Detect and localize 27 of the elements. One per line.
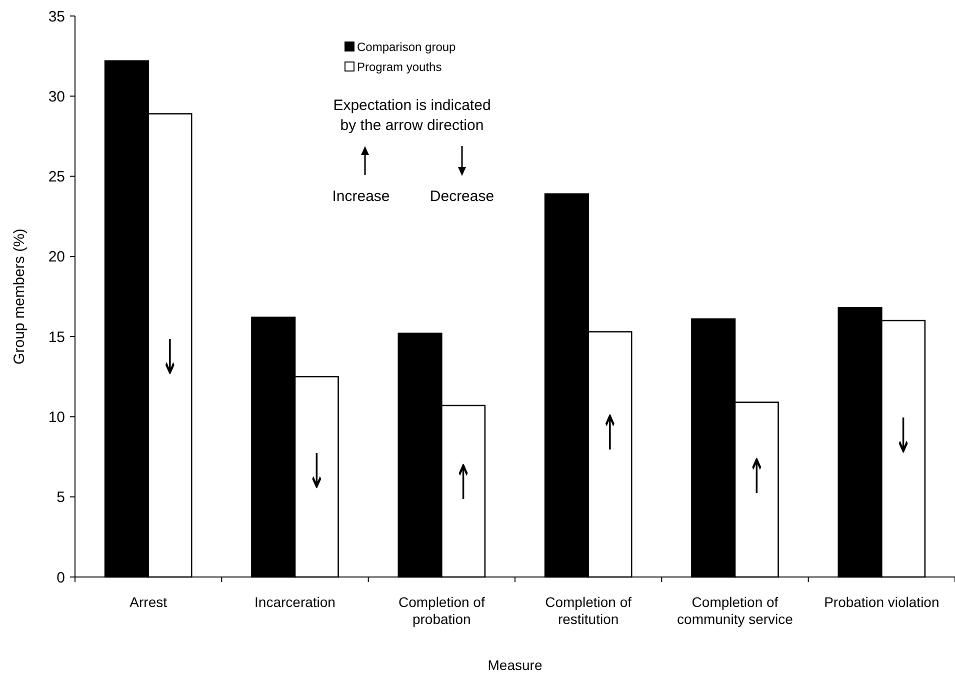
annotation: ↑ — [748, 448, 766, 504]
x-tick-label: Arrest — [130, 594, 168, 610]
x-tick-label: Completion of restitution — [545, 594, 632, 627]
annotation: Decrease — [430, 188, 494, 205]
legend-label: Program youths — [357, 60, 442, 74]
y-axis-title: Group members (%) — [11, 228, 28, 364]
y-tick-label: 25 — [48, 168, 65, 186]
x-axis-title: Measure — [488, 657, 542, 673]
x-tick-label: Completion of community service — [677, 594, 794, 627]
legend-label: Comparison group — [357, 40, 456, 54]
x-tick-label: Incarceration — [254, 594, 336, 610]
y-tick-label: 30 — [48, 88, 65, 106]
y-tick-label: 5 — [56, 489, 65, 506]
annotation: Increase — [332, 188, 390, 205]
x-tick-label: Completion of probation — [398, 594, 485, 627]
y-tick-label: 35 — [48, 8, 65, 26]
y-tick-label: 10 — [48, 408, 65, 426]
annotation: ↓ — [308, 444, 326, 500]
annotation: ↓ — [894, 408, 912, 464]
annotation: ↑ — [454, 455, 472, 511]
y-tick-label: 15 — [48, 328, 65, 346]
annotation: ↓ — [161, 330, 179, 386]
annotation: Expectation is indicated by the arrow direction — [333, 97, 491, 134]
y-tick-label: 20 — [48, 248, 65, 266]
x-tick-label: Probation violation — [824, 594, 940, 610]
annotation: ↑ — [601, 405, 619, 462]
y-tick-label: 0 — [56, 569, 65, 586]
